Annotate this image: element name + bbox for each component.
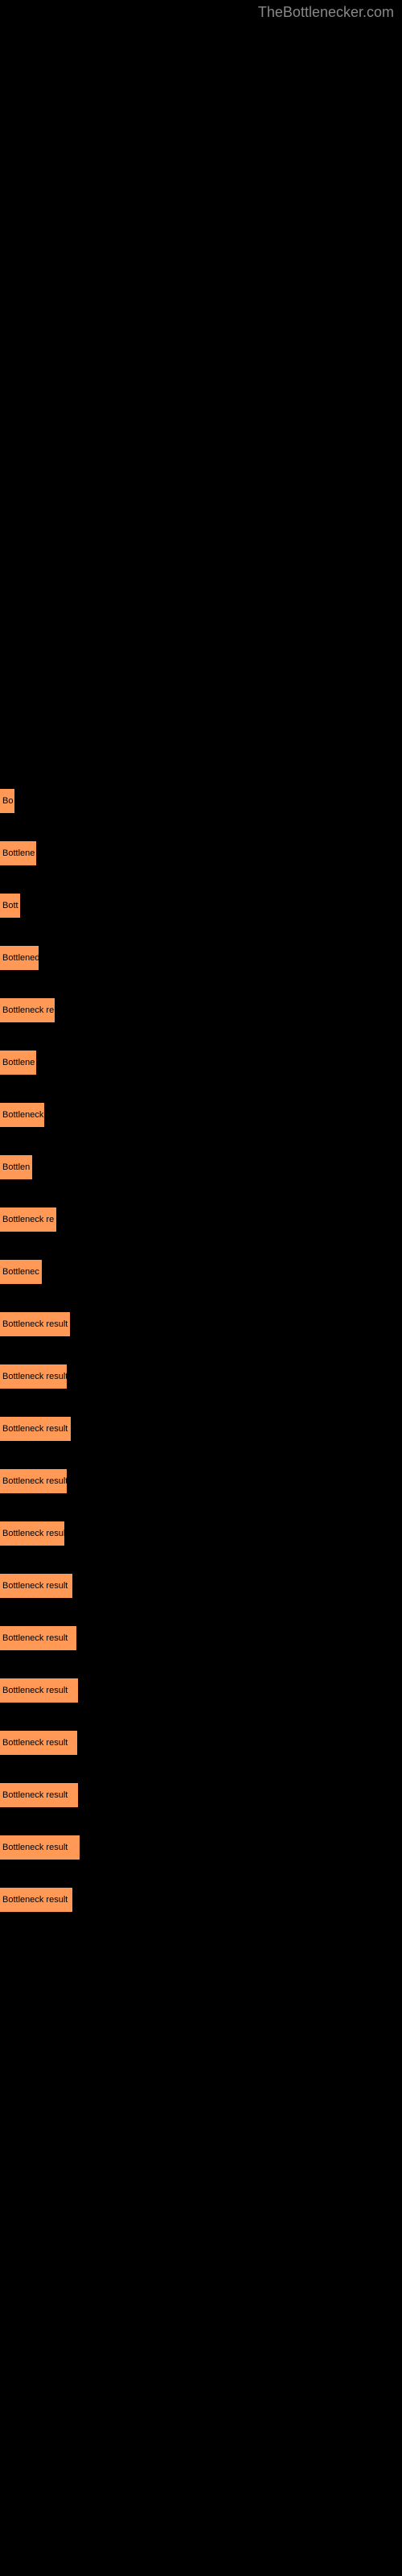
bar-row: Bottleneck result <box>0 1626 402 1650</box>
bar-label: Bottlenec <box>2 1267 39 1277</box>
bar-row: Bottlened <box>0 946 402 970</box>
bar: Bo <box>0 789 14 813</box>
bar-row: Bott <box>0 894 402 918</box>
bar: Bottleneck re <box>0 1208 56 1232</box>
watermark-text: TheBottlenecker.com <box>258 4 394 21</box>
bar: Bottleneck result <box>0 1888 72 1912</box>
bar: Bottlene <box>0 841 36 865</box>
bar-chart: Bo Bottlene Bott Bottlened Bottleneck re Bott… <box>0 0 402 1956</box>
bar-label: Bottleneck <box>2 1110 43 1120</box>
bar-row: Bottlen <box>0 1155 402 1179</box>
bar-row: Bottleneck resul <box>0 1521 402 1546</box>
bar-label: Bottlen <box>2 1162 30 1172</box>
bar-row: Bottleneck result <box>0 1469 402 1493</box>
bar-row: Bottleneck result <box>0 1417 402 1441</box>
bar-label: Bottleneck result <box>2 1790 68 1800</box>
bar-row: Bottleneck result <box>0 1783 402 1807</box>
bar-row: Bottleneck result <box>0 1678 402 1703</box>
bar: Bottlene <box>0 1051 36 1075</box>
bar-label: Bo <box>2 796 13 806</box>
bar-row: Bottleneck re <box>0 998 402 1022</box>
bar-row: Bottlene <box>0 1051 402 1075</box>
bar-row: Bo <box>0 789 402 813</box>
bar: Bottleneck result <box>0 1835 80 1860</box>
bar-row: Bottleneck result <box>0 1835 402 1860</box>
bar-label: Bottleneck re <box>2 1005 54 1015</box>
bar: Bottleneck result <box>0 1783 78 1807</box>
bar-label: Bottleneck result <box>2 1319 68 1329</box>
bar: Bottleneck result <box>0 1469 67 1493</box>
bar-row: Bottlenec <box>0 1260 402 1284</box>
bar-label: Bottleneck result <box>2 1686 68 1695</box>
bar-label: Bottleneck result <box>2 1424 68 1434</box>
bar-label: Bottleneck result <box>2 1738 68 1748</box>
bar: Bottlened <box>0 946 39 970</box>
bar-label: Bottleneck result <box>2 1372 68 1381</box>
bar-label: Bottleneck result <box>2 1581 68 1591</box>
bar-row: Bottleneck result <box>0 1364 402 1389</box>
bar-label: Bottlene <box>2 1058 35 1067</box>
bar-row: Bottleneck <box>0 1103 402 1127</box>
bar: Bottleneck result <box>0 1731 77 1755</box>
bar-label: Bottleneck re <box>2 1215 54 1224</box>
bar-row: Bottlene <box>0 841 402 865</box>
bar-label: Bottlened <box>2 953 39 963</box>
bar: Bottleneck result <box>0 1574 72 1598</box>
bar-label: Bottleneck resul <box>2 1529 65 1538</box>
bar-label: Bott <box>2 901 18 910</box>
bar-row: Bottleneck re <box>0 1208 402 1232</box>
bar-row: Bottleneck result <box>0 1888 402 1912</box>
bar: Bottlenec <box>0 1260 42 1284</box>
bar: Bottleneck result <box>0 1626 76 1650</box>
bar: Bott <box>0 894 20 918</box>
bar-label: Bottleneck result <box>2 1476 68 1486</box>
bar-label: Bottleneck result <box>2 1843 68 1852</box>
bar: Bottleneck re <box>0 998 55 1022</box>
bar: Bottlen <box>0 1155 32 1179</box>
bar-label: Bottlene <box>2 848 35 858</box>
bar: Bottleneck result <box>0 1678 78 1703</box>
bar-label: Bottleneck result <box>2 1633 68 1643</box>
bar: Bottleneck result <box>0 1417 71 1441</box>
bar: Bottleneck <box>0 1103 44 1127</box>
bar: Bottleneck resul <box>0 1521 64 1546</box>
bar-row: Bottleneck result <box>0 1731 402 1755</box>
bar: Bottleneck result <box>0 1312 70 1336</box>
bar: Bottleneck result <box>0 1364 67 1389</box>
bar-row: Bottleneck result <box>0 1312 402 1336</box>
bar-label: Bottleneck result <box>2 1895 68 1905</box>
bar-row: Bottleneck result <box>0 1574 402 1598</box>
